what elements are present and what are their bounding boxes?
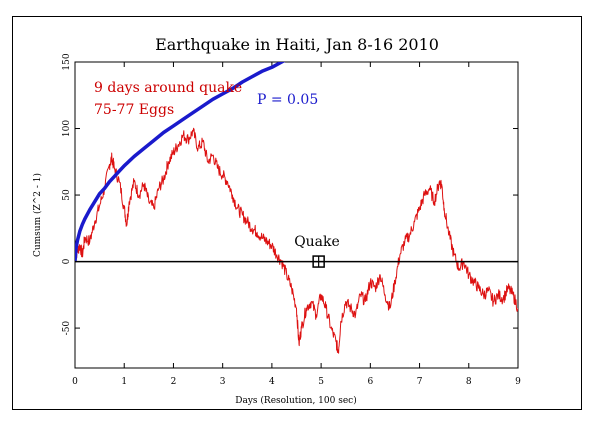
x-tick-label-3: 3 — [220, 377, 226, 387]
series-layer — [75, 62, 518, 354]
y-tick-label-2: 50 — [62, 189, 72, 201]
annotation-eggs: 75-77 Eggs — [94, 102, 174, 118]
y-tick-label-3: 100 — [62, 120, 72, 137]
y-axis-label: Cumsum (Z^2 - 1) — [32, 173, 43, 257]
x-axis-label: Days (Resolution, 100 sec) — [235, 395, 356, 406]
plot-area — [74, 61, 519, 369]
x-tick-label-1: 1 — [121, 377, 127, 387]
quake-marker — [312, 255, 325, 268]
y-tick-label-1: 0 — [62, 258, 72, 264]
x-tick-label-9: 9 — [515, 377, 521, 387]
chart-frame — [12, 16, 582, 410]
x-tick-label-4: 4 — [269, 377, 275, 387]
x-tick-label-8: 8 — [466, 377, 472, 387]
p05-envelope-line — [75, 62, 286, 262]
x-tick-label-5: 5 — [318, 377, 324, 387]
annotation-days-around-quake: 9 days around quake — [94, 80, 242, 96]
x-tick-label-6: 6 — [367, 377, 373, 387]
chart-title: Earthquake in Haiti, Jan 8-16 2010 — [155, 35, 439, 54]
x-tick-label-7: 7 — [417, 377, 423, 387]
y-tick-label-0: -50 — [62, 321, 72, 336]
cumsum-series-line — [75, 127, 518, 354]
y-tick-label-4: 150 — [62, 53, 72, 70]
tick-labels: 0 1 2 3 4 5 6 7 8 9 -50 0 50 100 150 — [62, 53, 521, 387]
x-tick-label-2: 2 — [171, 377, 177, 387]
annotation-p-value: P = 0.05 — [257, 92, 318, 108]
annotation-quake: Quake — [294, 234, 340, 250]
x-tick-label-0: 0 — [72, 377, 78, 387]
